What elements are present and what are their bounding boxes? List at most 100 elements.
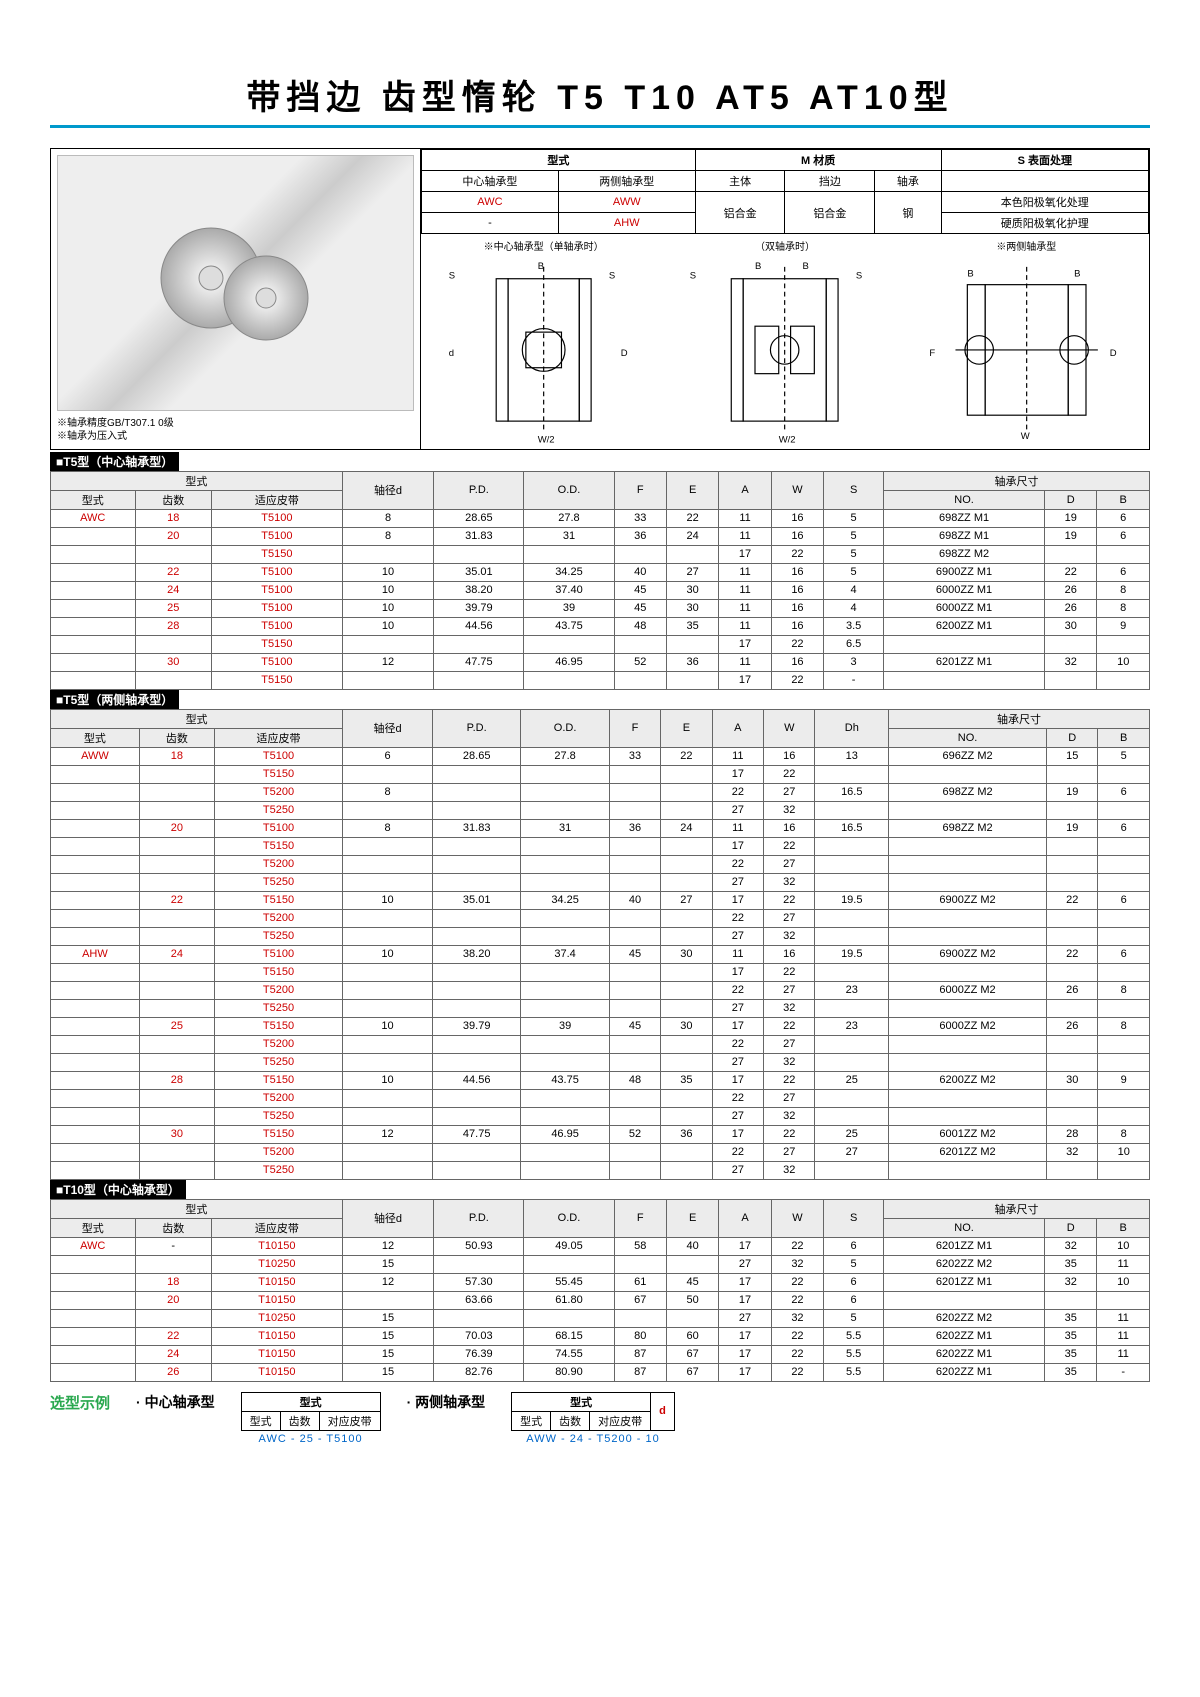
table-cell <box>432 837 520 855</box>
photo-notes: ※轴承精度GB/T307.1 0级 ※轴承为压入式 <box>57 417 414 443</box>
table-cell: 38.20 <box>434 581 524 599</box>
svg-text:S: S <box>609 271 615 282</box>
pulley-illustration <box>136 223 336 343</box>
th: E <box>666 471 718 509</box>
table-cell: 32 <box>1045 1237 1097 1255</box>
th: 轴径d <box>342 471 434 509</box>
table-cell <box>889 873 1047 891</box>
table-cell: AWC <box>51 1237 136 1255</box>
table-cell: 10 <box>1097 1237 1150 1255</box>
table-cell <box>51 1309 136 1327</box>
table-cell <box>343 1161 433 1179</box>
table-cell: 4 <box>824 599 884 617</box>
table-cell <box>432 1107 520 1125</box>
svg-text:S: S <box>449 271 455 282</box>
table-cell: AHW <box>51 945 140 963</box>
table-cell: 26 <box>135 1363 211 1381</box>
table-cell <box>51 783 140 801</box>
table-cell <box>51 527 136 545</box>
svg-text:B: B <box>803 261 809 272</box>
table-cell <box>815 1035 889 1053</box>
th: 型式 <box>51 1218 136 1237</box>
table-cell: 87 <box>614 1363 666 1381</box>
mini-cell: 型式 <box>512 1411 551 1430</box>
table-cell <box>343 981 433 999</box>
table-cell <box>889 927 1047 945</box>
table-cell <box>1098 963 1150 981</box>
table-cell: 19 <box>1045 527 1097 545</box>
table-cell: 5.5 <box>824 1363 884 1381</box>
table-cell: 35 <box>666 617 718 635</box>
table-row: 18T101501257.3055.456145172266201ZZ M132… <box>51 1273 1150 1291</box>
table-cell <box>889 765 1047 783</box>
table-cell: 19 <box>1045 509 1097 527</box>
table-row: T51501722 <box>51 963 1150 981</box>
table-cell: T5100 <box>211 581 342 599</box>
table-cell: 22 <box>712 1089 763 1107</box>
table-cell <box>661 981 712 999</box>
th: 适应皮带 <box>211 1218 342 1237</box>
table-cell: 67 <box>666 1363 718 1381</box>
th: 轴承尺寸 <box>889 709 1150 728</box>
table-cell: 24 <box>135 581 211 599</box>
table-cell <box>609 1161 660 1179</box>
table-cell <box>521 765 609 783</box>
table-cell: 19.5 <box>815 945 889 963</box>
table-cell: 35 <box>661 1071 712 1089</box>
table-cell: 80.90 <box>524 1363 614 1381</box>
th: S <box>824 471 884 509</box>
table-cell: 30 <box>1045 617 1097 635</box>
table-cell <box>614 1309 666 1327</box>
table-cell: 22 <box>712 981 763 999</box>
table-cell <box>609 783 660 801</box>
table-cell <box>661 801 712 819</box>
table-cell <box>889 1035 1047 1053</box>
table-cell: 39 <box>521 1017 609 1035</box>
table-row: T52502732 <box>51 873 1150 891</box>
table-cell: 63.66 <box>434 1291 524 1309</box>
table-row: T52002227 <box>51 909 1150 927</box>
table-cell: T10150 <box>211 1273 342 1291</box>
table-cell: 50.93 <box>434 1237 524 1255</box>
th: 适应皮带 <box>211 490 342 509</box>
table-cell: 87 <box>614 1345 666 1363</box>
table-cell <box>661 1089 712 1107</box>
table-cell: T5150 <box>214 1071 342 1089</box>
table-cell: 27 <box>712 1107 763 1125</box>
table-cell: 11 <box>712 819 763 837</box>
table-cell: T10250 <box>211 1309 342 1327</box>
table-cell <box>51 1071 140 1089</box>
table-cell: 22 <box>764 765 815 783</box>
table-cell: 25 <box>135 599 211 617</box>
table-cell <box>661 999 712 1017</box>
table-cell: T10250 <box>211 1255 342 1273</box>
th: E <box>666 1199 718 1237</box>
table-cell <box>884 635 1045 653</box>
table-cell <box>51 671 136 689</box>
table-row: 24T101501576.3974.55876717225.56202ZZ M1… <box>51 1345 1150 1363</box>
table-cell: 27.8 <box>521 747 609 765</box>
top-info: ※轴承精度GB/T307.1 0级 ※轴承为压入式 型式 M 材质 S 表面处理… <box>50 148 1150 450</box>
table-cell: 6202ZZ M2 <box>884 1309 1045 1327</box>
table-cell: 30 <box>666 599 718 617</box>
th: D <box>1045 490 1097 509</box>
svg-text:F: F <box>929 348 935 359</box>
table-cell: 32 <box>771 1309 823 1327</box>
table-cell: 67 <box>666 1345 718 1363</box>
table-cell <box>51 1255 136 1273</box>
table-cell <box>432 963 520 981</box>
table-cell: 36 <box>614 527 666 545</box>
table-cell: 5 <box>824 1309 884 1327</box>
svg-text:d: d <box>449 348 454 359</box>
table-cell: T5150 <box>211 545 342 563</box>
meta-h: 型式 <box>422 150 696 171</box>
table-cell: 20 <box>135 1291 211 1309</box>
meta-cell: AHW <box>558 213 695 234</box>
table-cell: 6202ZZ M1 <box>884 1327 1045 1345</box>
table-cell <box>51 819 140 837</box>
table-cell: 6200ZZ M1 <box>884 617 1045 635</box>
table-cell: 46.95 <box>524 653 614 671</box>
table-cell <box>51 653 136 671</box>
table-cell: 16 <box>771 599 823 617</box>
th: NO. <box>884 490 1045 509</box>
